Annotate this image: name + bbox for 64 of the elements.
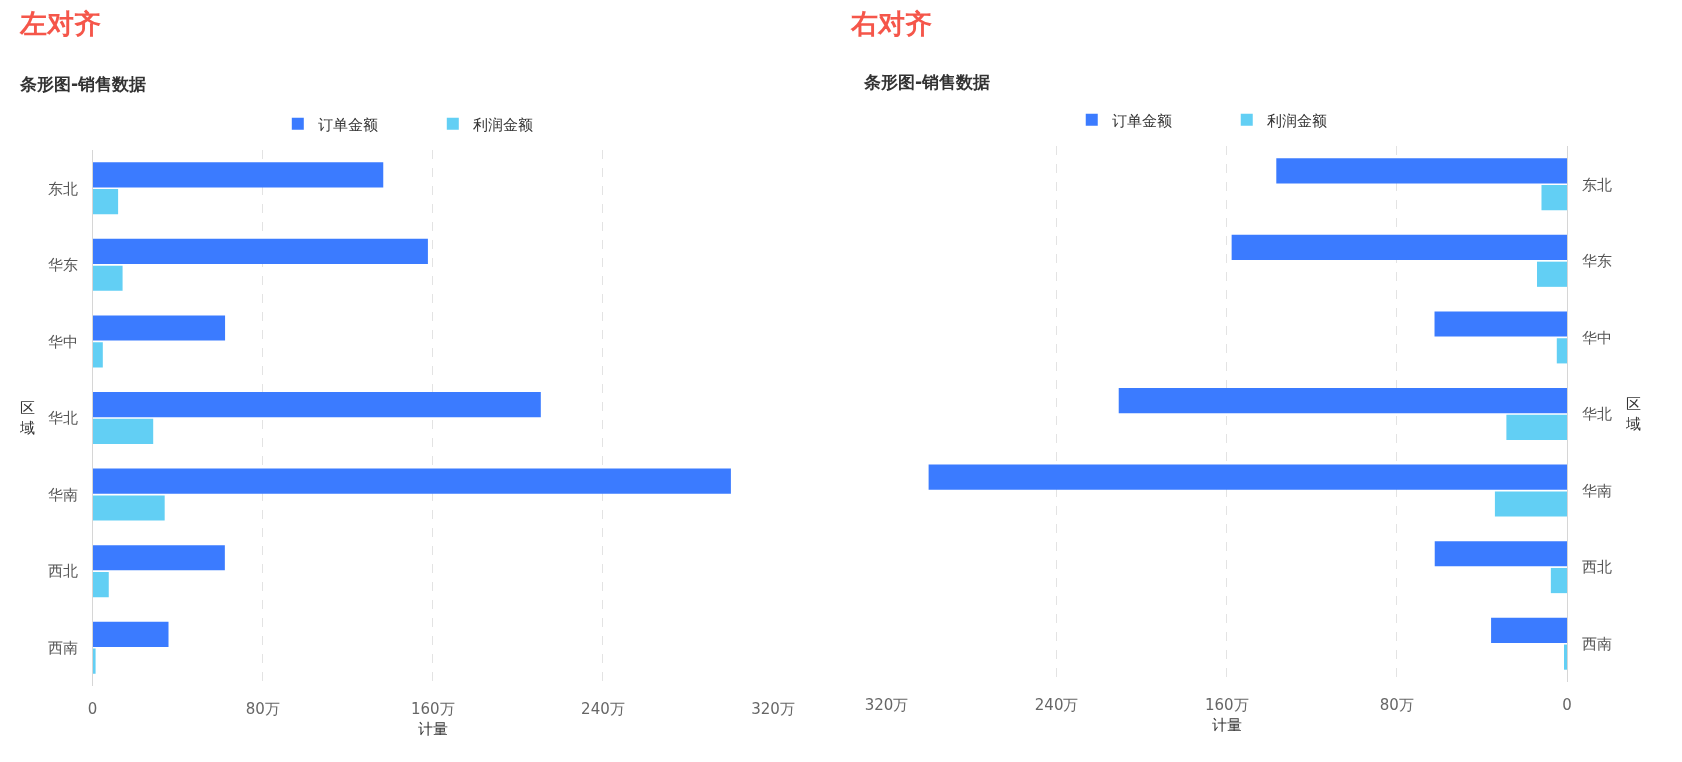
bar bbox=[92, 342, 103, 368]
x-tick-label: 0 bbox=[1562, 696, 1572, 714]
bar bbox=[1434, 311, 1567, 337]
bar bbox=[1434, 541, 1567, 567]
bar bbox=[92, 648, 96, 674]
x-tick-label: 320万 bbox=[864, 696, 909, 714]
bar bbox=[92, 189, 119, 215]
text: 左对齐 bbox=[19, 8, 101, 39]
y-tick-label: 西南 bbox=[1582, 634, 1612, 653]
y-tick-label: 西北 bbox=[1582, 558, 1612, 577]
y-tick-label: 华南 bbox=[1582, 481, 1612, 500]
bar bbox=[92, 545, 225, 571]
bar bbox=[92, 621, 169, 647]
y-tick-label: 华中 bbox=[1582, 328, 1612, 347]
legend-label: 利润金额 bbox=[472, 115, 533, 134]
bar bbox=[1550, 567, 1567, 594]
bar bbox=[1231, 234, 1567, 261]
bar bbox=[92, 418, 154, 444]
y-tick-label: 西北 bbox=[47, 562, 78, 581]
y-tick-label: 西南 bbox=[47, 638, 78, 657]
x-axis-title: 计量 bbox=[1211, 716, 1242, 734]
bar bbox=[1541, 185, 1567, 211]
y-axis-title: 区域 bbox=[19, 399, 35, 437]
chart-title: 条形图-销售数据 bbox=[863, 72, 991, 92]
chart-title: 条形图-销售数据 bbox=[19, 74, 147, 94]
bar bbox=[1491, 617, 1567, 643]
x-tick-label: 80万 bbox=[1379, 696, 1414, 714]
y-tick-label: 华东 bbox=[1582, 252, 1612, 271]
x-tick-label: 0 bbox=[87, 700, 98, 718]
bar bbox=[92, 238, 428, 265]
x-tick-label: 240万 bbox=[581, 700, 625, 718]
y-tick-label: 东北 bbox=[47, 179, 78, 198]
y-tick-label: 东北 bbox=[1582, 175, 1612, 194]
bar bbox=[1564, 644, 1567, 670]
bar bbox=[1118, 388, 1567, 414]
bar bbox=[92, 315, 226, 341]
y-tick-label: 华东 bbox=[47, 256, 78, 275]
bar bbox=[92, 392, 541, 418]
legend-label: 订单金额 bbox=[317, 115, 378, 134]
bar bbox=[928, 464, 1567, 490]
y-tick-label: 华北 bbox=[47, 409, 78, 428]
x-axis-title: 计量 bbox=[417, 720, 448, 738]
bar bbox=[92, 162, 384, 188]
bar bbox=[1537, 261, 1567, 287]
x-tick-label: 160万 bbox=[410, 700, 455, 718]
legend-label: 利润金额 bbox=[1266, 111, 1327, 130]
bar bbox=[1506, 414, 1567, 440]
bar bbox=[1276, 158, 1567, 184]
y-tick-label: 华南 bbox=[47, 485, 78, 504]
x-tick-label: 160万 bbox=[1204, 696, 1249, 714]
bar bbox=[92, 571, 109, 598]
bar bbox=[1494, 491, 1567, 517]
y-tick-label: 华北 bbox=[1582, 405, 1612, 424]
bar bbox=[92, 468, 731, 494]
bar bbox=[92, 265, 123, 291]
x-tick-label: 320万 bbox=[751, 700, 795, 718]
bar bbox=[1556, 338, 1567, 364]
x-tick-label: 80万 bbox=[245, 700, 280, 718]
y-tick-label: 华中 bbox=[47, 332, 78, 351]
y-axis-title: 区域 bbox=[1625, 395, 1641, 433]
legend-label: 订单金额 bbox=[1111, 111, 1172, 130]
bar bbox=[92, 495, 165, 521]
x-tick-label: 240万 bbox=[1034, 696, 1079, 714]
text: 右对齐 bbox=[850, 8, 932, 39]
